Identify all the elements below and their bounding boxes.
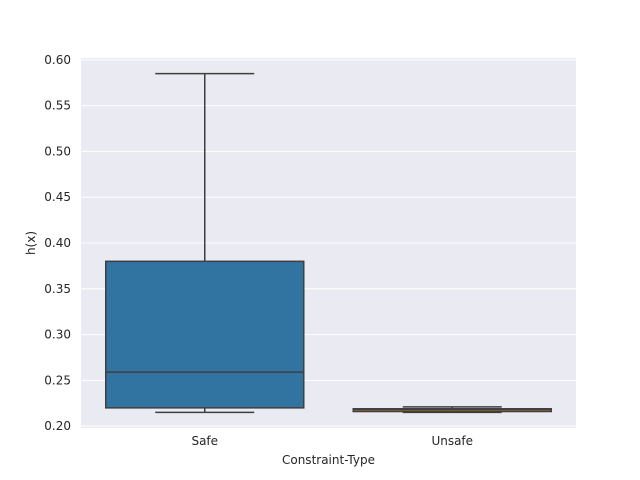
- iqr-box: [105, 260, 305, 409]
- y-tick-label: 0.35: [44, 282, 71, 296]
- x-axis-label: Constraint-Type: [282, 453, 375, 467]
- box-safe: [105, 72, 305, 414]
- y-axis-label: h(x): [24, 231, 38, 255]
- x-axis-ticks: Safe Unsafe: [191, 434, 473, 448]
- y-tick-label: 0.45: [44, 190, 71, 204]
- y-tick-label: 0.25: [44, 373, 71, 387]
- y-tick-label: 0.20: [44, 419, 71, 433]
- box-unsafe: [352, 406, 552, 414]
- y-tick-label: 0.55: [44, 99, 71, 113]
- x-tick-label: Unsafe: [431, 434, 473, 448]
- y-tick-label: 0.30: [44, 328, 71, 342]
- y-tick-label: 0.60: [44, 53, 71, 67]
- y-tick-label: 0.50: [44, 144, 71, 158]
- y-tick-label: 0.40: [44, 236, 71, 250]
- x-tick-label: Safe: [191, 434, 218, 448]
- box-series: [105, 72, 552, 414]
- y-axis-ticks: 0.20 0.25 0.30 0.35 0.40 0.45 0.50 0.55 0.60: [44, 53, 71, 433]
